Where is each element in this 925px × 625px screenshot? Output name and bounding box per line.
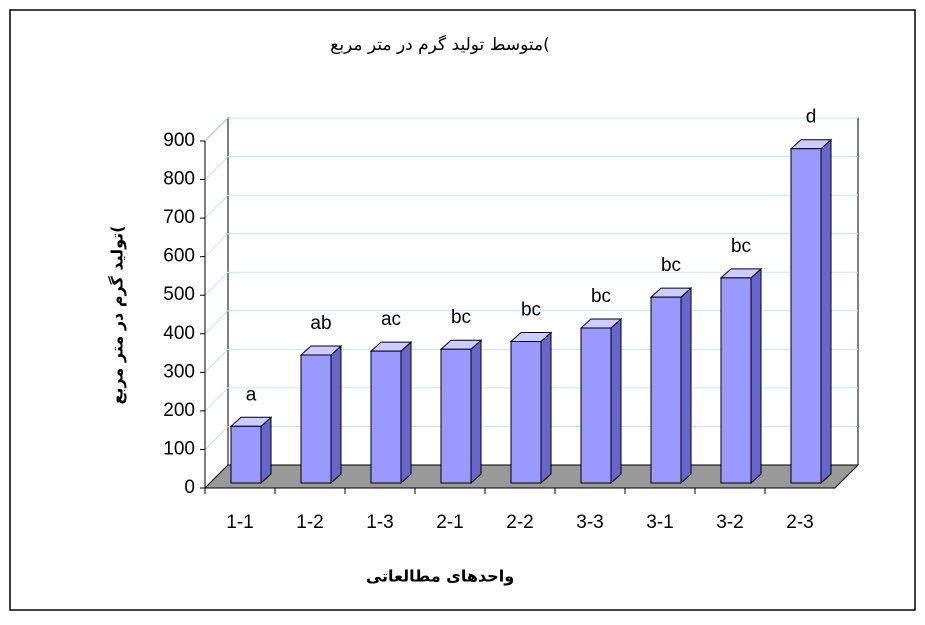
bar xyxy=(370,350,402,484)
grid-line xyxy=(204,310,229,335)
x-tick-label: 2-1 xyxy=(436,512,463,533)
x-tick-label: 3-2 xyxy=(716,512,743,533)
grid-line xyxy=(204,387,229,412)
data-letter: bc xyxy=(731,236,751,257)
bar xyxy=(440,348,472,484)
bar xyxy=(790,148,822,484)
bar-side xyxy=(680,287,692,485)
data-letter: d xyxy=(806,107,817,128)
y-tick-label: 0 xyxy=(184,477,195,498)
bar xyxy=(300,354,332,484)
y-tick-label: 900 xyxy=(163,130,195,151)
data-letter: ab xyxy=(310,313,331,334)
grid-line xyxy=(204,426,229,450)
data-letter: ac xyxy=(381,309,401,330)
x-tick-label: 1-3 xyxy=(366,512,393,533)
grid-line xyxy=(204,194,229,219)
bar xyxy=(510,340,542,484)
grid-line xyxy=(204,233,229,258)
bar-side xyxy=(540,331,552,485)
bar-side xyxy=(820,138,832,485)
y-tick-label: 800 xyxy=(163,169,195,190)
grid-line xyxy=(204,271,229,296)
frame xyxy=(9,9,916,611)
bar-side xyxy=(260,416,272,485)
y-tick-label: 600 xyxy=(163,246,195,267)
side-wall xyxy=(204,116,229,490)
y-tick-label: 700 xyxy=(163,207,195,228)
data-letter: bc xyxy=(451,307,471,328)
bar-side xyxy=(400,341,412,485)
y-tick-label: 400 xyxy=(163,323,195,344)
grid-line xyxy=(204,117,229,142)
y-tick-label: 300 xyxy=(163,361,195,382)
bar xyxy=(650,296,682,484)
data-letter: bc xyxy=(521,300,541,321)
x-tick-label: 3-3 xyxy=(576,512,603,533)
y-axis-title: تولید گرم در متر مربع( xyxy=(108,225,127,404)
y-tick-label: 100 xyxy=(163,438,195,459)
x-axis-title: واحدهای مطالعاتی xyxy=(366,567,514,586)
bar-side xyxy=(470,339,482,485)
grid-line xyxy=(204,156,229,180)
grid-line xyxy=(204,348,229,373)
data-letter: bc xyxy=(661,255,681,276)
x-tick-label: 1-1 xyxy=(226,512,253,533)
x-tick-label: 2-2 xyxy=(506,512,533,533)
x-tick-label: 3-1 xyxy=(646,512,673,533)
bar xyxy=(720,277,752,484)
data-letter: a xyxy=(246,384,257,405)
bar-side xyxy=(750,267,762,485)
bar-side xyxy=(330,344,342,485)
chart-title: متوسط تولید گرم در متر مربع( xyxy=(330,34,549,55)
x-tick-label: 2-3 xyxy=(786,512,813,533)
y-tick-label: 200 xyxy=(163,400,195,421)
y-tick-label: 500 xyxy=(163,284,195,305)
bar xyxy=(580,327,612,484)
bar xyxy=(230,425,262,484)
x-tick-label: 1-2 xyxy=(296,512,323,533)
bar-side xyxy=(610,317,622,485)
data-letter: bc xyxy=(591,286,611,307)
